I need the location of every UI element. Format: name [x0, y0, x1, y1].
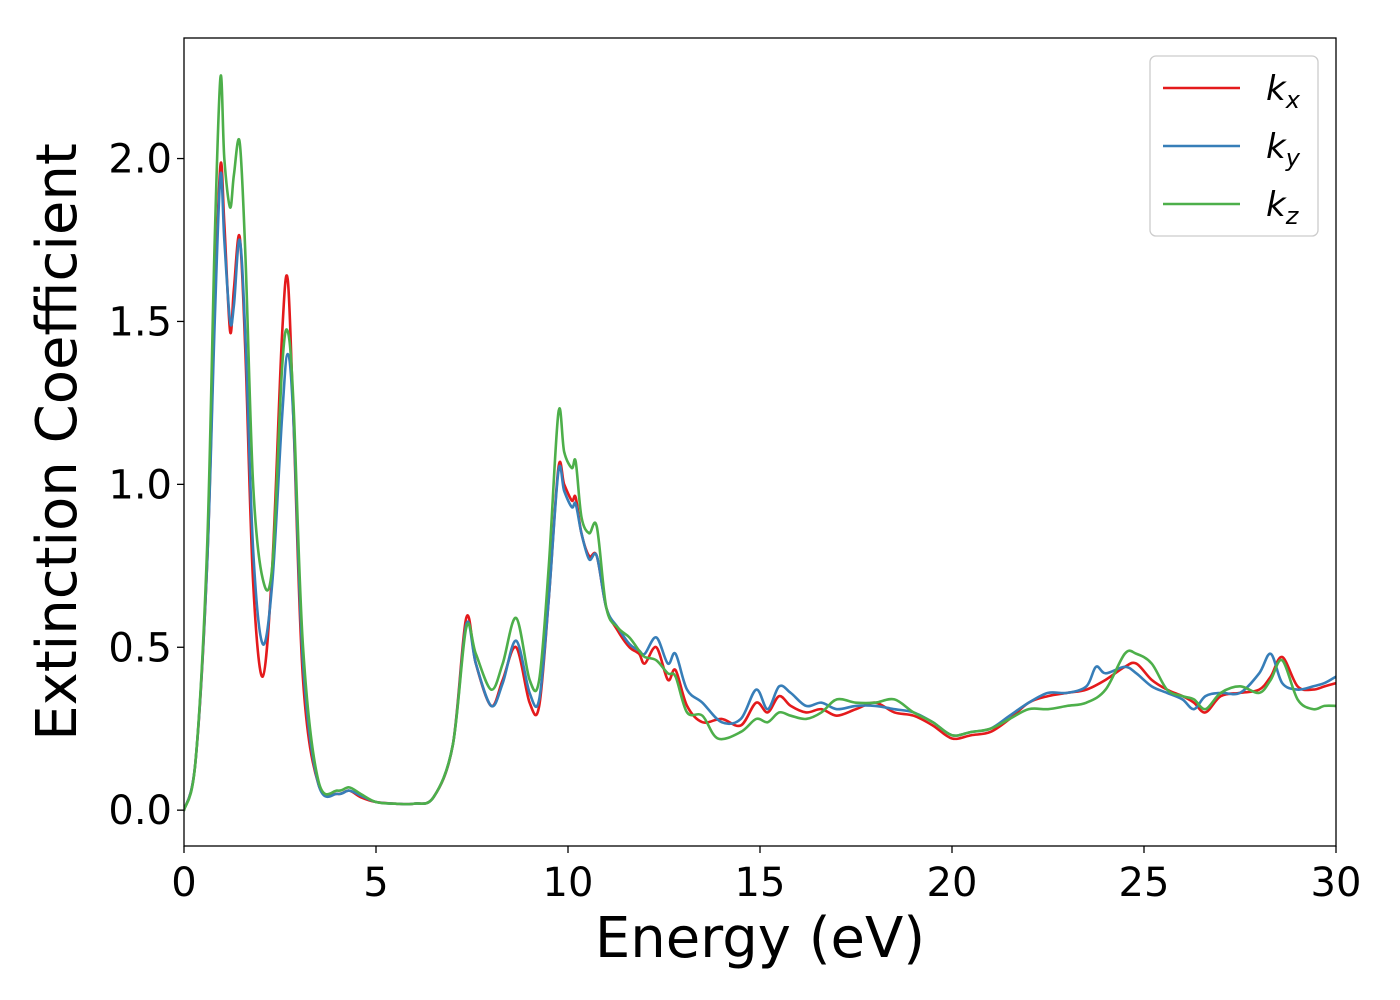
- y-tick-label: 2.0: [108, 137, 172, 183]
- series-line-k-z: [184, 74, 1336, 812]
- x-axis: 0 5 10 15 20 25 30: [171, 846, 1361, 906]
- y-axis: 0.0 0.5 1.0 1.5 2.0: [108, 137, 184, 834]
- x-tick-label: 5: [363, 860, 388, 906]
- y-tick-label: 0.0: [108, 788, 172, 834]
- x-tick-label: 15: [735, 860, 786, 906]
- x-tick-label: 20: [927, 860, 978, 906]
- series-layer: [184, 74, 1336, 812]
- y-tick-label: 0.5: [108, 625, 172, 671]
- legend: kx ky kz: [1149, 55, 1319, 237]
- y-tick-label: 1.5: [108, 299, 172, 345]
- legend-label-z: kz: [1266, 185, 1300, 230]
- x-tick-label: 0: [171, 860, 196, 906]
- x-tick-label: 10: [543, 860, 594, 906]
- legend-label-x: kx: [1266, 69, 1301, 114]
- y-tick-label: 1.0: [108, 462, 172, 508]
- x-tick-label: 30: [1311, 860, 1362, 906]
- y-axis-title: Extinction Coefficient: [25, 143, 90, 741]
- x-axis-title: Energy (eV): [595, 906, 925, 971]
- legend-label-y: ky: [1266, 127, 1301, 172]
- x-tick-label: 25: [1119, 860, 1170, 906]
- plot-area: [184, 74, 1336, 812]
